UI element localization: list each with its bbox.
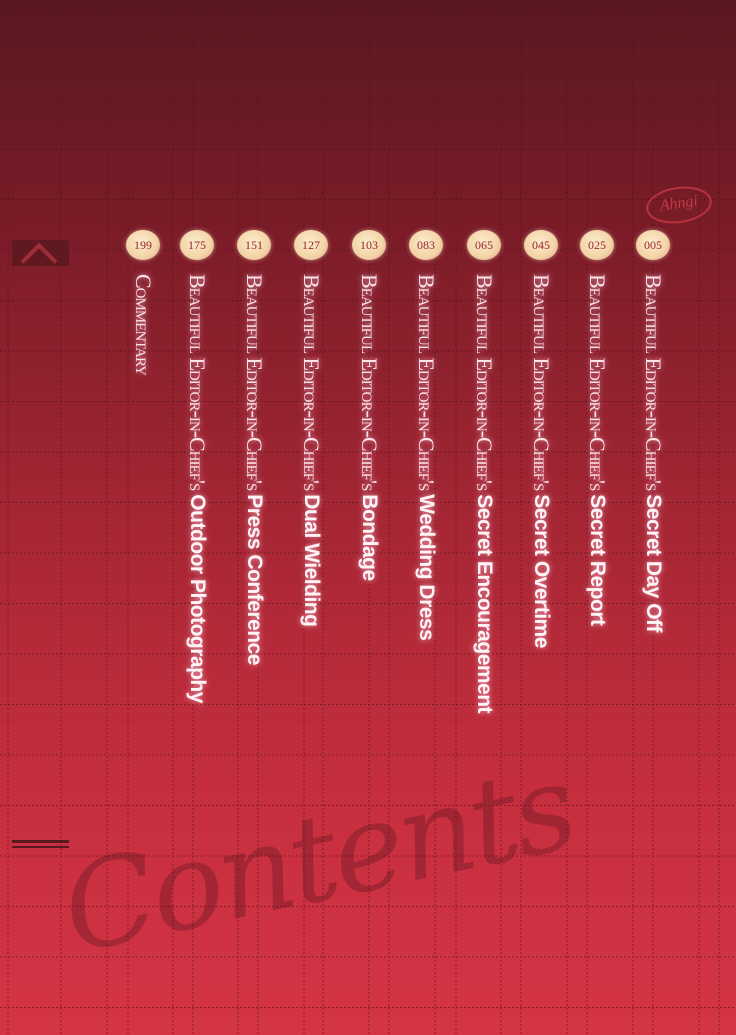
entry-title: Dual Wielding [300,494,323,627]
page-number-badge: 065 [467,230,501,260]
page-number-badge: 025 [580,230,614,260]
toc-entry[interactable]: 103 Beautiful Editor-in-Chief's Bondage [349,230,389,581]
entry-prefix: Commentary [131,274,156,375]
page-number-badge: 151 [237,230,271,260]
toc-entry[interactable]: 005 Beautiful Editor-in-Chief's Secret D… [633,230,673,632]
page-number-badge: 045 [524,230,558,260]
toc-entry[interactable]: 025 Beautiful Editor-in-Chief's Secret R… [577,230,617,626]
page-number-badge: 199 [126,230,160,260]
page-number-badge: 175 [180,230,214,260]
entry-title: Wedding Dress [415,494,438,641]
entry-title: Secret Report [586,494,609,626]
toc-entry[interactable]: 127 Beautiful Editor-in-Chief's Dual Wie… [291,230,331,626]
entry-prefix: Beautiful Editor-in-Chief's [242,274,267,491]
entry-prefix: Beautiful Editor-in-Chief's [472,274,497,491]
toc-entry[interactable]: 175 Beautiful Editor-in-Chief's Outdoor … [177,230,217,703]
toc-entry[interactable]: 045 Beautiful Editor-in-Chief's Secret O… [521,230,561,648]
entry-title: Bondage [358,494,381,581]
entry-title: Outdoor Photography [186,494,209,703]
entry-title: Press Conference [243,494,266,665]
page-number-badge: 103 [352,230,386,260]
page-number-badge: 005 [636,230,670,260]
entry-title: Secret Day Off [642,494,665,633]
entry-prefix: Beautiful Editor-in-Chief's [414,274,439,491]
toc-entry[interactable]: 065 Beautiful Editor-in-Chief's Secret E… [464,230,504,713]
contents-watermark: Contents [51,737,585,982]
toc-entry[interactable]: 083 Beautiful Editor-in-Chief's Wedding … [406,230,446,640]
entry-title: Secret Overtime [530,494,553,648]
bookmark-ribbon-icon [12,240,69,266]
page-number-badge: 127 [294,230,328,260]
entry-prefix: Beautiful Editor-in-Chief's [185,274,210,491]
entry-prefix: Beautiful Editor-in-Chief's [299,274,324,491]
toc-entry[interactable]: 151 Beautiful Editor-in-Chief's Press Co… [234,230,274,665]
entry-title: Secret Encouragement [473,494,496,714]
toc-entry[interactable]: 199 Commentary [123,230,163,375]
entry-prefix: Beautiful Editor-in-Chief's [585,274,610,491]
decorative-bars [12,840,69,851]
page-number-badge: 083 [409,230,443,260]
entry-prefix: Beautiful Editor-in-Chief's [641,274,666,491]
entry-prefix: Beautiful Editor-in-Chief's [357,274,382,491]
entry-prefix: Beautiful Editor-in-Chief's [529,274,554,491]
signature-stamp: Ahngi [643,182,715,228]
